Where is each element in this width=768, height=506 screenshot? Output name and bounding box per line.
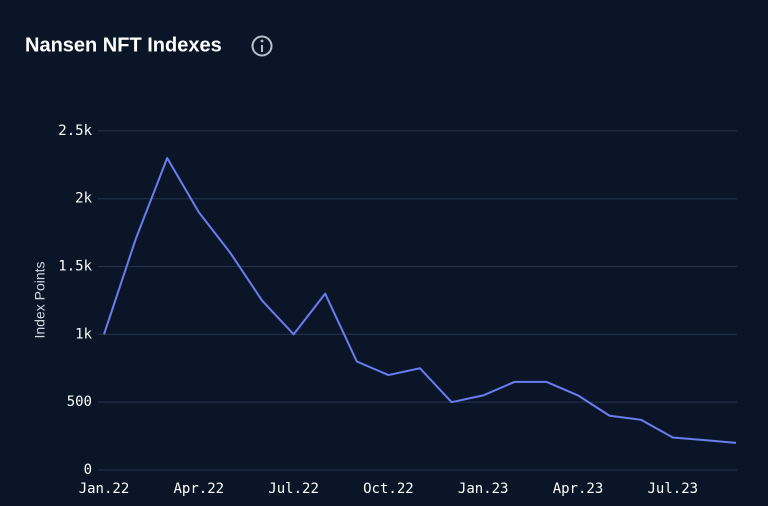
x-tick-label: Apr.22 xyxy=(174,481,225,497)
x-tick-label: Jan.23 xyxy=(458,481,509,497)
info-icon[interactable] xyxy=(251,35,273,57)
y-tick-label: 1.5k xyxy=(58,259,92,275)
y-tick-label: 0 xyxy=(84,462,92,478)
x-tick-label: Jul.23 xyxy=(648,481,699,497)
y-tick-label: 2.5k xyxy=(58,123,92,139)
x-tick-label: Apr.23 xyxy=(553,481,604,497)
y-tick-label: 2k xyxy=(75,191,92,207)
y-tick-label: 1k xyxy=(75,326,92,342)
y-axis-label: Index Points xyxy=(32,261,48,338)
chart-title: Nansen NFT Indexes xyxy=(25,34,222,56)
x-tick-label: Jan.22 xyxy=(79,481,130,497)
line xyxy=(103,157,737,444)
y-tick-label: 500 xyxy=(67,394,92,410)
x-tick-label: Oct.22 xyxy=(363,481,414,497)
x-tick-label: Jul.22 xyxy=(268,481,319,497)
